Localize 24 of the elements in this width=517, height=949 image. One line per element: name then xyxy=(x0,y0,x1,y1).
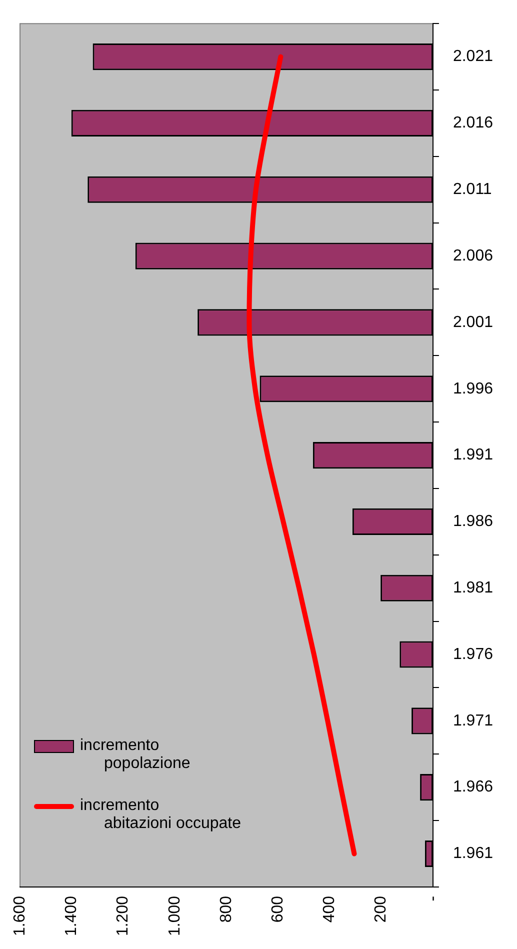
y-tick-label: 2.021 xyxy=(452,48,494,66)
x-tick-label: 200 xyxy=(372,896,390,923)
y-tick-label: 1.976 xyxy=(452,646,494,663)
x-tick-label: 1.600 xyxy=(11,896,28,936)
y-tick-label: 1.971 xyxy=(452,712,494,730)
y-tick-label: 1.981 xyxy=(452,580,494,597)
y-tick-label: 2.016 xyxy=(452,114,494,132)
x-tick-label: 1.200 xyxy=(114,896,132,936)
y-tick-label: 1.966 xyxy=(452,778,494,796)
y-tick-label: 2.011 xyxy=(452,181,492,198)
x-tick-label: 1.400 xyxy=(63,896,80,936)
x-tick-label: 1.000 xyxy=(166,896,184,936)
x-tick-label: 400 xyxy=(321,896,338,923)
legend-label: incremento abitazioni occupate xyxy=(80,796,241,833)
legend-label: incremento popolazione xyxy=(80,736,190,773)
x-tick-label: 600 xyxy=(270,896,287,923)
y-tick-label: 1.996 xyxy=(452,380,494,398)
y-tick-label: 1.991 xyxy=(452,446,494,464)
y-tick-label: 2.001 xyxy=(452,314,494,331)
x-tick-label: - xyxy=(424,896,442,902)
x-tick-label: 800 xyxy=(218,896,235,923)
y-tick-label: 2.006 xyxy=(452,247,494,264)
y-tick-label: 1.961 xyxy=(452,845,494,862)
y-tick-label: 1.986 xyxy=(452,513,494,530)
